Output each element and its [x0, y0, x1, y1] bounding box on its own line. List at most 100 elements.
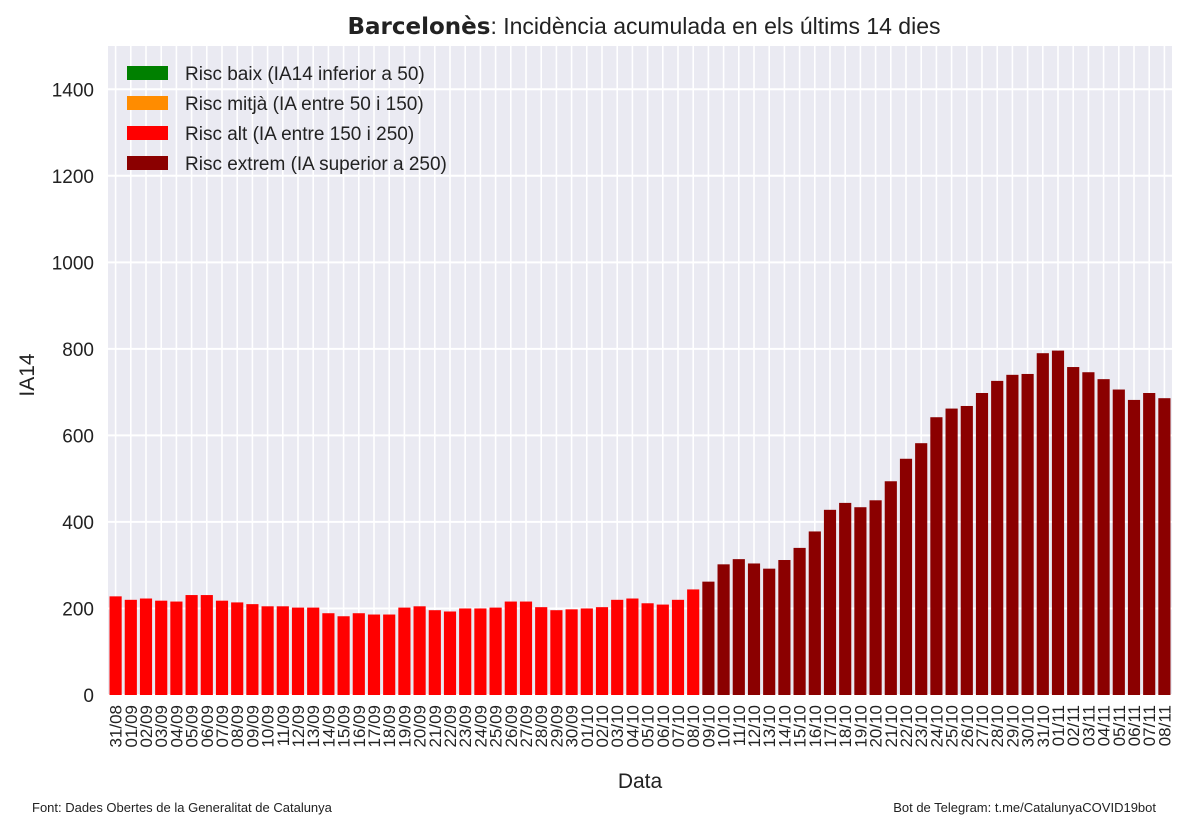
bar-17-09 — [367, 614, 381, 695]
x-tick-label: 23/10 — [912, 705, 931, 748]
bar-15-09 — [337, 616, 350, 695]
bar-22-10 — [899, 458, 913, 695]
bar-03-09 — [155, 600, 168, 695]
x-tick-label: 11/10 — [730, 705, 749, 746]
bar-02-10 — [595, 607, 609, 695]
x-tick-label: 29/09 — [547, 705, 566, 748]
bar-20-09 — [413, 606, 426, 695]
x-tick-label: 28/09 — [532, 705, 551, 748]
y-tick-label: 1000 — [52, 253, 94, 274]
bar-02-11 — [1067, 367, 1080, 695]
y-tick-label: 600 — [62, 426, 94, 447]
bar-30-10 — [1021, 373, 1034, 695]
legend-swatch — [127, 126, 168, 140]
bar-06-09 — [200, 595, 213, 695]
bar-29-09 — [550, 610, 563, 695]
y-axis-label: IA14 — [16, 353, 39, 397]
bar-08-10 — [687, 589, 700, 695]
x-tick-label: 22/10 — [897, 705, 916, 748]
bar-24-09 — [474, 608, 487, 695]
x-tick-label: 15/10 — [791, 705, 810, 748]
bar-10-10 — [717, 564, 730, 695]
x-tick-label: 25/10 — [943, 705, 962, 748]
x-tick-label: 03/09 — [152, 705, 171, 748]
x-tick-label: 02/11 — [1064, 705, 1083, 746]
legend-label: Risc alt (IA entre 150 i 250) — [185, 124, 414, 145]
bar-29-10 — [1006, 374, 1019, 695]
bar-05-09 — [185, 595, 198, 695]
x-tick-label: 14/09 — [319, 705, 338, 748]
x-tick-label: 24/09 — [471, 705, 490, 748]
bars — [109, 350, 1171, 695]
bar-01-09 — [124, 599, 137, 695]
x-tick-label: 13/09 — [304, 705, 323, 748]
bar-05-10 — [641, 603, 654, 695]
x-tick-label: 21/09 — [426, 705, 445, 748]
bar-23-10 — [915, 443, 928, 695]
bar-10-09 — [261, 606, 274, 695]
x-tick-label: 07/09 — [213, 705, 232, 748]
bot-note: Bot de Telegram: t.me/CatalunyaCOVID19bo… — [893, 800, 1156, 815]
bar-01-10 — [580, 608, 593, 695]
x-tick-label: 06/09 — [198, 705, 217, 748]
chart-title-region: Barcelonès — [347, 14, 490, 40]
x-tick-label: 05/10 — [639, 705, 658, 748]
bar-28-10 — [991, 380, 1004, 695]
bar-07-09 — [215, 600, 229, 695]
bar-11-10 — [732, 559, 745, 695]
x-tick-label: 23/09 — [456, 705, 475, 748]
bar-07-10 — [671, 599, 685, 695]
legend: Risc baix (IA14 inferior a 50) Risc mitjà… — [127, 64, 447, 175]
x-tick-label: 07/11 — [1140, 705, 1159, 746]
x-tick-label: 14/10 — [775, 705, 794, 748]
bar-31-10 — [1036, 353, 1049, 695]
x-tick-label: 08/10 — [684, 705, 703, 748]
x-tick-label: 12/09 — [289, 705, 308, 748]
x-tick-label: 10/10 — [715, 705, 734, 748]
bar-01-11 — [1051, 350, 1065, 695]
bar-24-10 — [930, 417, 943, 695]
x-tick-label: 09/10 — [699, 705, 718, 748]
x-tick-label: 16/09 — [350, 705, 369, 748]
x-tick-label: 11/09 — [274, 705, 293, 746]
x-tick-label: 20/10 — [867, 705, 886, 748]
x-tick-label: 16/10 — [806, 705, 825, 748]
legend-swatch — [127, 156, 168, 170]
bar-27-09 — [519, 601, 533, 695]
bar-19-10 — [854, 507, 867, 695]
x-tick-label: 25/09 — [487, 705, 506, 748]
y-tick-label: 0 — [83, 686, 94, 707]
bar-08-09 — [231, 602, 244, 695]
bar-05-11 — [1112, 389, 1125, 695]
x-tick-label: 13/10 — [760, 705, 779, 748]
legend-label: Risc mitjà (IA entre 50 i 150) — [185, 94, 424, 115]
bar-16-09 — [352, 613, 365, 695]
x-tick-label: 01/11 — [1049, 705, 1068, 746]
bar-04-10 — [626, 598, 639, 695]
bar-31-08 — [109, 596, 122, 695]
bar-11-09 — [276, 606, 289, 695]
x-tick-label: 24/10 — [927, 705, 946, 748]
bar-30-09 — [565, 609, 578, 695]
bar-26-10 — [960, 405, 973, 695]
y-tick-label: 800 — [62, 340, 94, 361]
x-tick-label: 30/09 — [563, 705, 582, 748]
x-tick-label: 12/10 — [745, 705, 764, 748]
bar-09-10 — [702, 581, 715, 695]
legend-label: Risc baix (IA14 inferior a 50) — [185, 64, 425, 85]
x-tick-label: 31/08 — [107, 705, 126, 748]
x-tick-label: 27/09 — [517, 705, 536, 748]
x-tick-label: 29/10 — [1003, 705, 1022, 748]
bar-23-09 — [459, 608, 472, 695]
x-tick-label: 17/09 — [365, 705, 384, 748]
x-tick-label: 30/10 — [1019, 705, 1038, 748]
x-tick-label: 28/10 — [988, 705, 1007, 748]
bar-13-10 — [763, 568, 776, 695]
bar-18-10 — [839, 502, 852, 695]
x-tick-label: 19/10 — [851, 705, 870, 748]
x-tick-label: 06/11 — [1125, 705, 1144, 746]
x-tick-label: 10/09 — [259, 705, 278, 748]
x-tick-label: 01/10 — [578, 705, 597, 748]
chart-title: Barcelonès: Incidència acumulada en els … — [347, 13, 940, 40]
